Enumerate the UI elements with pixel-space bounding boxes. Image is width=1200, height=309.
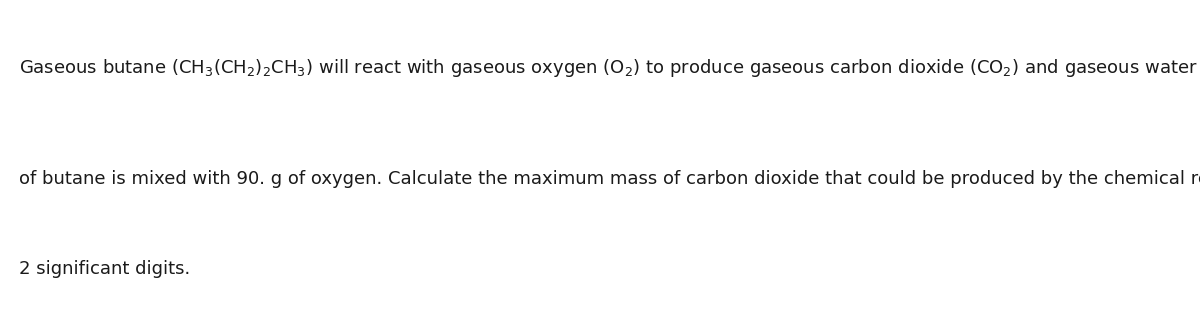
Text: of butane is mixed with 90. g of oxygen. Calculate the maximum mass of carbon di: of butane is mixed with 90. g of oxygen.… xyxy=(19,170,1200,188)
Text: $\mathrm{Gaseous\ butane}\ \left(\mathrm{CH_3(CH_2)_2CH_3}\right)\ \mathrm{will\: $\mathrm{Gaseous\ butane}\ \left(\mathrm… xyxy=(19,57,1200,79)
Text: 2 significant digits.: 2 significant digits. xyxy=(19,260,191,278)
